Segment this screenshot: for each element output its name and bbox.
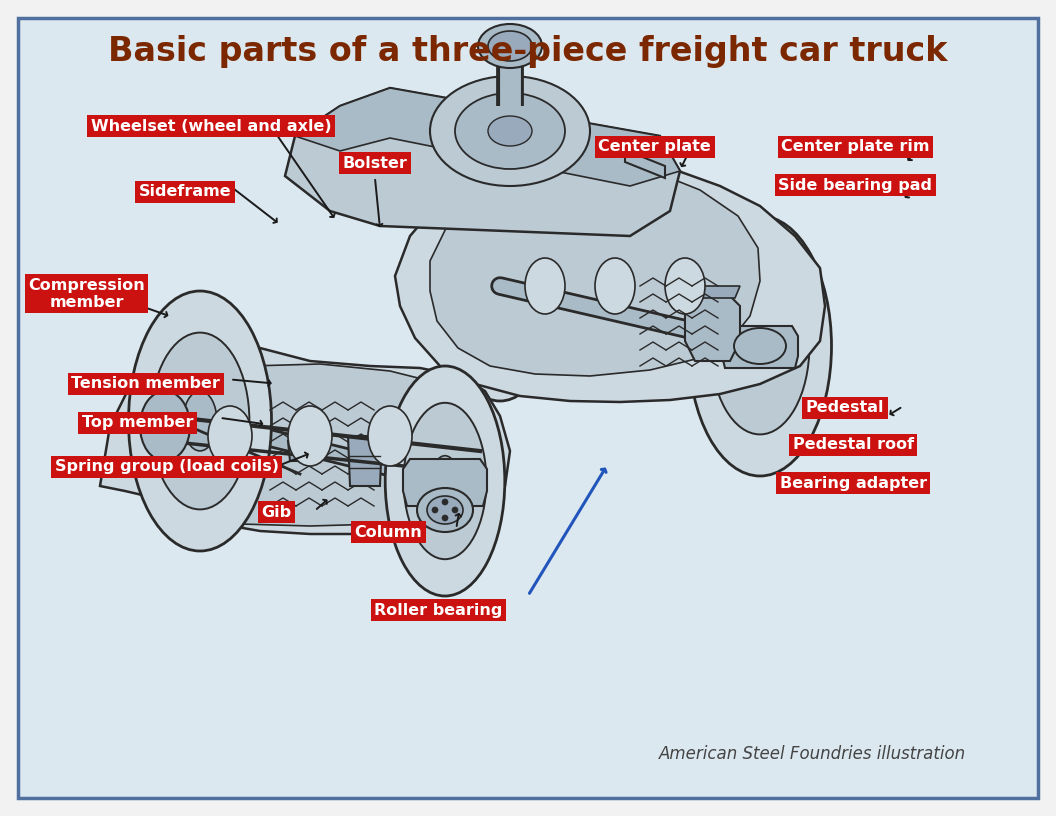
Polygon shape [685, 286, 740, 298]
Ellipse shape [403, 403, 487, 559]
Text: Center plate: Center plate [599, 140, 711, 154]
Ellipse shape [734, 328, 786, 364]
Text: Top member: Top member [81, 415, 193, 430]
Text: Roller bearing: Roller bearing [374, 603, 503, 618]
Ellipse shape [452, 507, 458, 513]
Text: American Steel Foundries illustration: American Steel Foundries illustration [659, 745, 966, 763]
Ellipse shape [442, 499, 448, 505]
Text: Pedestal: Pedestal [806, 401, 884, 415]
Polygon shape [285, 88, 680, 236]
Polygon shape [685, 296, 740, 361]
Ellipse shape [129, 291, 271, 551]
FancyBboxPatch shape [18, 18, 1038, 798]
Text: Sideframe: Sideframe [138, 184, 231, 199]
Ellipse shape [427, 496, 463, 524]
Ellipse shape [486, 260, 514, 311]
Text: Spring group (load coils): Spring group (load coils) [55, 459, 279, 474]
Ellipse shape [208, 406, 252, 466]
Ellipse shape [417, 461, 473, 501]
Polygon shape [395, 151, 825, 402]
Text: Gib: Gib [262, 505, 291, 520]
Text: Compression
member: Compression member [29, 277, 145, 310]
Text: Pedestal roof: Pedestal roof [793, 437, 913, 452]
Text: Center plate rim: Center plate rim [781, 140, 929, 154]
Text: Bolster: Bolster [342, 156, 408, 171]
Ellipse shape [488, 116, 532, 146]
Ellipse shape [417, 488, 473, 532]
Ellipse shape [151, 333, 249, 509]
Ellipse shape [665, 258, 705, 314]
Ellipse shape [183, 391, 216, 451]
Text: Tension member: Tension member [72, 376, 220, 391]
Ellipse shape [458, 208, 542, 364]
Ellipse shape [367, 406, 412, 466]
Ellipse shape [711, 258, 809, 434]
Polygon shape [288, 441, 312, 461]
Text: Column: Column [355, 525, 422, 539]
Ellipse shape [288, 406, 332, 466]
Text: Bearing adapter: Bearing adapter [779, 476, 927, 490]
Polygon shape [722, 326, 798, 368]
Polygon shape [348, 436, 382, 486]
Polygon shape [430, 164, 760, 376]
Ellipse shape [430, 76, 590, 186]
Ellipse shape [440, 171, 560, 401]
Ellipse shape [478, 24, 542, 68]
Polygon shape [100, 341, 510, 534]
Ellipse shape [442, 515, 448, 521]
Ellipse shape [743, 316, 777, 376]
Polygon shape [295, 88, 680, 186]
Text: Wheelset (wheel and axle): Wheelset (wheel and axle) [91, 119, 332, 134]
Text: Side bearing pad: Side bearing pad [778, 178, 932, 193]
Ellipse shape [385, 366, 505, 596]
Ellipse shape [432, 507, 438, 513]
Ellipse shape [140, 391, 190, 461]
Polygon shape [145, 364, 488, 526]
Ellipse shape [595, 258, 635, 314]
Polygon shape [625, 150, 665, 178]
Ellipse shape [488, 31, 532, 61]
Ellipse shape [431, 455, 458, 506]
Polygon shape [403, 459, 487, 506]
Ellipse shape [525, 258, 565, 314]
Ellipse shape [455, 93, 565, 169]
Text: Basic parts of a three-piece freight car truck: Basic parts of a three-piece freight car… [109, 36, 947, 69]
Ellipse shape [689, 216, 831, 476]
